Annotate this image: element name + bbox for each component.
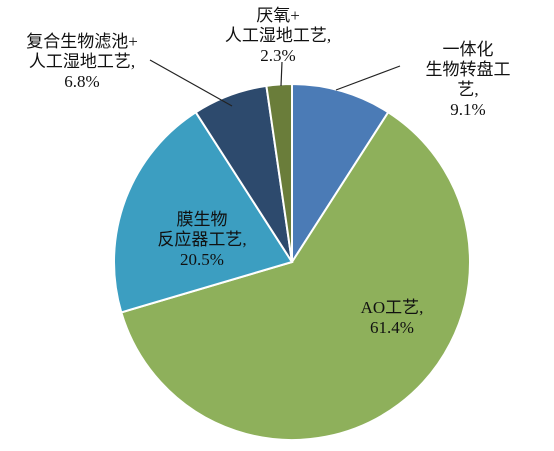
category-label: AO工艺,: [360, 298, 424, 317]
category-label: 厌氧+ 人工湿地工艺,: [224, 6, 332, 45]
pie-slice: [265, 82, 293, 263]
category-label: 复合生物滤池+ 人工湿地工艺,: [26, 32, 138, 71]
slice-label: 复合生物滤池+ 人工湿地工艺, 6.8%: [26, 32, 138, 92]
category-label: 膜生物 反应器工艺,: [157, 210, 247, 249]
slice-label: AO工艺, 61.4%: [361, 298, 424, 338]
slice-label: 厌氧+ 人工湿地工艺, 2.3%: [225, 6, 331, 66]
leader-lines: [149, 59, 401, 107]
leader-line: [149, 59, 233, 107]
leader-line: [335, 65, 401, 91]
pie-slice: [113, 110, 294, 314]
leader-line: [280, 61, 283, 87]
category-label: 一体化 生物转盘工艺,: [425, 40, 511, 99]
value-label: 20.5%: [180, 250, 224, 269]
pie-slice: [291, 82, 390, 266]
value-label: 9.1%: [450, 100, 486, 119]
value-label: 6.8%: [64, 72, 100, 91]
slice-label: 膜生物 反应器工艺, 20.5%: [157, 210, 246, 270]
slice-label: 一体化 生物转盘工艺, 9.1%: [425, 40, 511, 120]
pie-slice: [120, 110, 471, 441]
value-label: 2.3%: [260, 46, 296, 65]
value-label: 61.4%: [370, 318, 414, 337]
